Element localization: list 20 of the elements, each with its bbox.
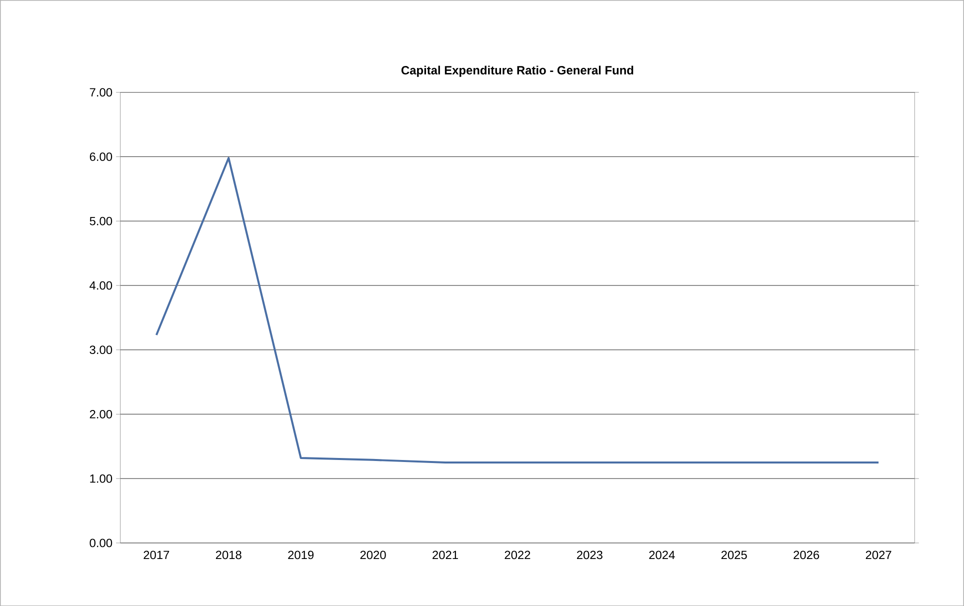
chart-title: Capital Expenditure Ratio - General Fund [401,66,634,77]
x-tick-label: 2026 [794,550,820,560]
x-tick-label: 2019 [288,550,314,560]
y-tick-label: 1.00 [90,474,112,483]
x-tick-label: 2023 [576,550,602,560]
x-tick-label: 2024 [649,550,675,560]
y-tick-label: 5.00 [90,216,112,226]
x-tick-label: 2021 [432,550,458,560]
y-tick-label: 3.00 [90,345,112,354]
x-tick-label: 2020 [360,550,386,560]
x-tick-label: 2025 [721,550,747,560]
y-tick-label: 7.00 [90,88,112,96]
y-tick-label: 6.00 [90,152,112,161]
x-tick-label: 2022 [504,550,530,560]
y-tick-label: 0.00 [90,538,112,548]
y-tick-label: 2.00 [90,410,112,418]
y-tick-label: 4.00 [90,281,112,290]
x-tick-label: 2018 [216,550,242,560]
x-tick-label: 2017 [144,550,170,560]
x-tick-label: 2027 [866,550,892,560]
